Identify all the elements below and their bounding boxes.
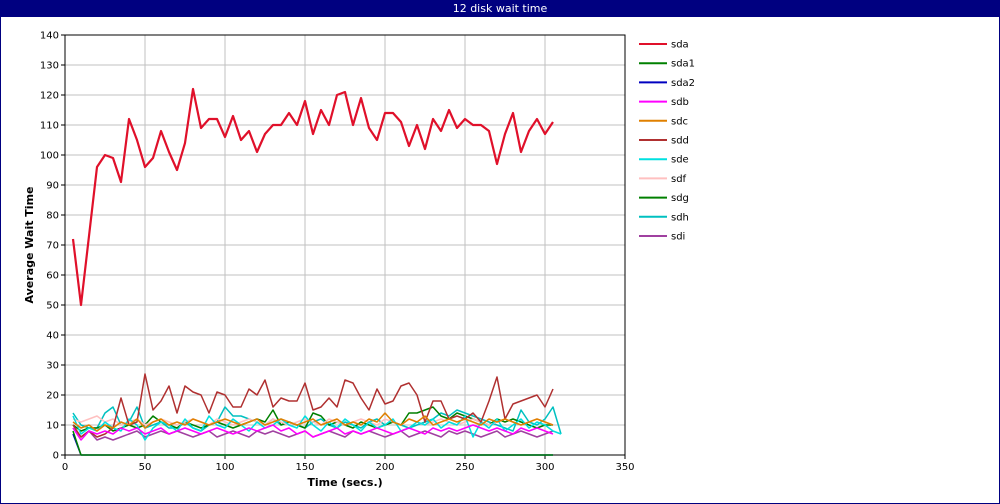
series-line-sdc bbox=[72, 412, 554, 432]
axes: 0 10 20 30 40 50 60 70 80 90 100 110 120 130 140 0 50 100… bbox=[40, 31, 635, 474]
series-lines bbox=[71, 87, 562, 456]
y-tick-label: 60 bbox=[46, 271, 59, 282]
legend-label-sdb: sdb bbox=[671, 97, 689, 108]
x-tick-label: 50 bbox=[139, 462, 152, 473]
x-tick-label: 250 bbox=[455, 462, 474, 473]
series-line-sdd bbox=[72, 373, 554, 438]
y-tick-label: 40 bbox=[46, 331, 59, 342]
legend-label-sda: sda bbox=[671, 40, 689, 51]
x-tick-label: 150 bbox=[295, 462, 314, 473]
legend-label-sde: sde bbox=[671, 155, 689, 166]
window-title: 12 disk wait time bbox=[1, 1, 999, 17]
legend-label-sdi: sdi bbox=[671, 232, 685, 243]
y-tick-label: 80 bbox=[46, 211, 59, 222]
y-tick-label: 120 bbox=[40, 91, 59, 102]
series-line-sda1 bbox=[72, 430, 553, 456]
x-tick-label: 300 bbox=[535, 462, 554, 473]
legend-label-sdc: sdc bbox=[671, 116, 688, 127]
x-tick-label: 350 bbox=[615, 462, 634, 473]
legend-label-sda1: sda1 bbox=[671, 59, 695, 70]
x-axis-title: Time (secs.) bbox=[307, 476, 382, 489]
y-tick-label: 130 bbox=[40, 61, 59, 72]
y-tick-label: 20 bbox=[46, 391, 59, 402]
legend-label-sda2: sda2 bbox=[671, 78, 695, 89]
series-line-sdh bbox=[72, 406, 562, 435]
x-tick-label: 0 bbox=[62, 462, 68, 473]
y-axis-title: Average Wait Time bbox=[23, 187, 36, 304]
y-tick-label: 90 bbox=[46, 181, 59, 192]
y-tick-label: 110 bbox=[40, 121, 59, 132]
legend-label-sdg: sdg bbox=[671, 193, 689, 204]
x-tick-label: 100 bbox=[215, 462, 234, 473]
y-tick-label: 100 bbox=[40, 151, 59, 162]
y-tick-label: 140 bbox=[40, 31, 59, 42]
y-tick-label: 70 bbox=[46, 241, 59, 252]
y-tick-label: 50 bbox=[46, 301, 59, 312]
legend-label-sdh: sdh bbox=[671, 212, 689, 223]
series-line-sda bbox=[71, 87, 554, 307]
legend-label-sdd: sdd bbox=[671, 136, 689, 147]
x-tick-label: 200 bbox=[375, 462, 394, 473]
series-line-sdb bbox=[72, 424, 554, 441]
y-tick-label: 10 bbox=[46, 421, 59, 432]
legend-label-sdf: sdf bbox=[671, 174, 687, 185]
y-tick-label: 30 bbox=[46, 361, 59, 372]
legend: sda sda1 sda2 sdb sdc sdd sde sdf sdg sdh sdi bbox=[639, 40, 695, 243]
y-tick-label: 0 bbox=[53, 451, 59, 462]
